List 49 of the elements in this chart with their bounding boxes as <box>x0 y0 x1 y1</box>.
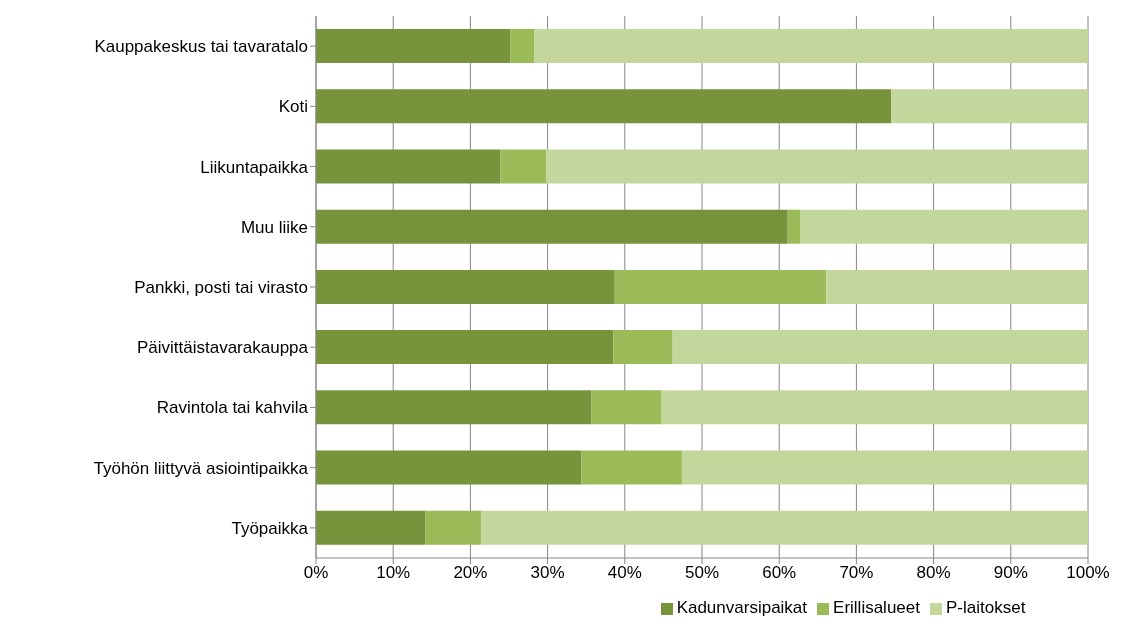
x-tick-label: 10% <box>376 563 411 583</box>
bar <box>316 269 615 304</box>
x-tick-label: 30% <box>530 563 565 583</box>
bar <box>316 29 511 63</box>
bar <box>672 330 1088 365</box>
bar <box>681 450 1088 485</box>
y-tick-label: Ravintola tai kahvila <box>156 398 309 418</box>
x-tick-label: 20% <box>453 563 488 583</box>
bar <box>510 29 535 63</box>
bar <box>316 510 426 545</box>
y-tick-label: Kauppakeskus tai tavaratalo <box>94 37 308 57</box>
legend-label: Kadunvarsipaikat <box>676 598 808 617</box>
bar <box>891 89 1088 124</box>
bar <box>481 510 1088 545</box>
bar <box>316 390 592 425</box>
x-tick-label: 70% <box>839 563 874 583</box>
bar <box>661 390 1088 425</box>
legend-label: P-laitokset <box>945 598 1026 617</box>
bar <box>614 269 827 304</box>
bar <box>316 330 614 365</box>
x-tick-label: 50% <box>684 563 720 583</box>
bar <box>534 29 1088 63</box>
bar <box>316 89 892 124</box>
bar <box>500 149 547 184</box>
y-tick-label: Päivittäistavarakauppa <box>136 338 309 358</box>
bar <box>826 269 1088 304</box>
bar <box>613 330 673 365</box>
legend-label: Erillisalueet <box>833 598 920 617</box>
y-tick-label: Muu liike <box>240 217 308 237</box>
x-tick-label: 0% <box>303 563 329 583</box>
y-tick-label: Pankki, posti tai virasto <box>134 278 308 298</box>
y-tick-label: Työhön liittyvä asiointipaikka <box>93 458 309 478</box>
y-tick-label: Koti <box>278 97 308 117</box>
x-tick-label: 100% <box>1066 563 1110 583</box>
bar <box>800 209 1088 244</box>
y-tick-label: Liikuntapaikka <box>200 157 309 177</box>
bar <box>316 450 582 485</box>
y-tick-label: Työpaikka <box>231 518 309 538</box>
x-tick-label: 90% <box>993 563 1028 583</box>
bar <box>787 209 801 244</box>
bar <box>316 149 501 184</box>
bar <box>316 209 788 244</box>
x-tick-label: 40% <box>607 563 642 583</box>
bar <box>581 450 682 485</box>
bar <box>546 149 1088 184</box>
bar <box>591 390 662 425</box>
bar <box>425 510 482 545</box>
x-tick-label: 80% <box>916 563 951 583</box>
x-tick-label: 60% <box>762 563 797 583</box>
